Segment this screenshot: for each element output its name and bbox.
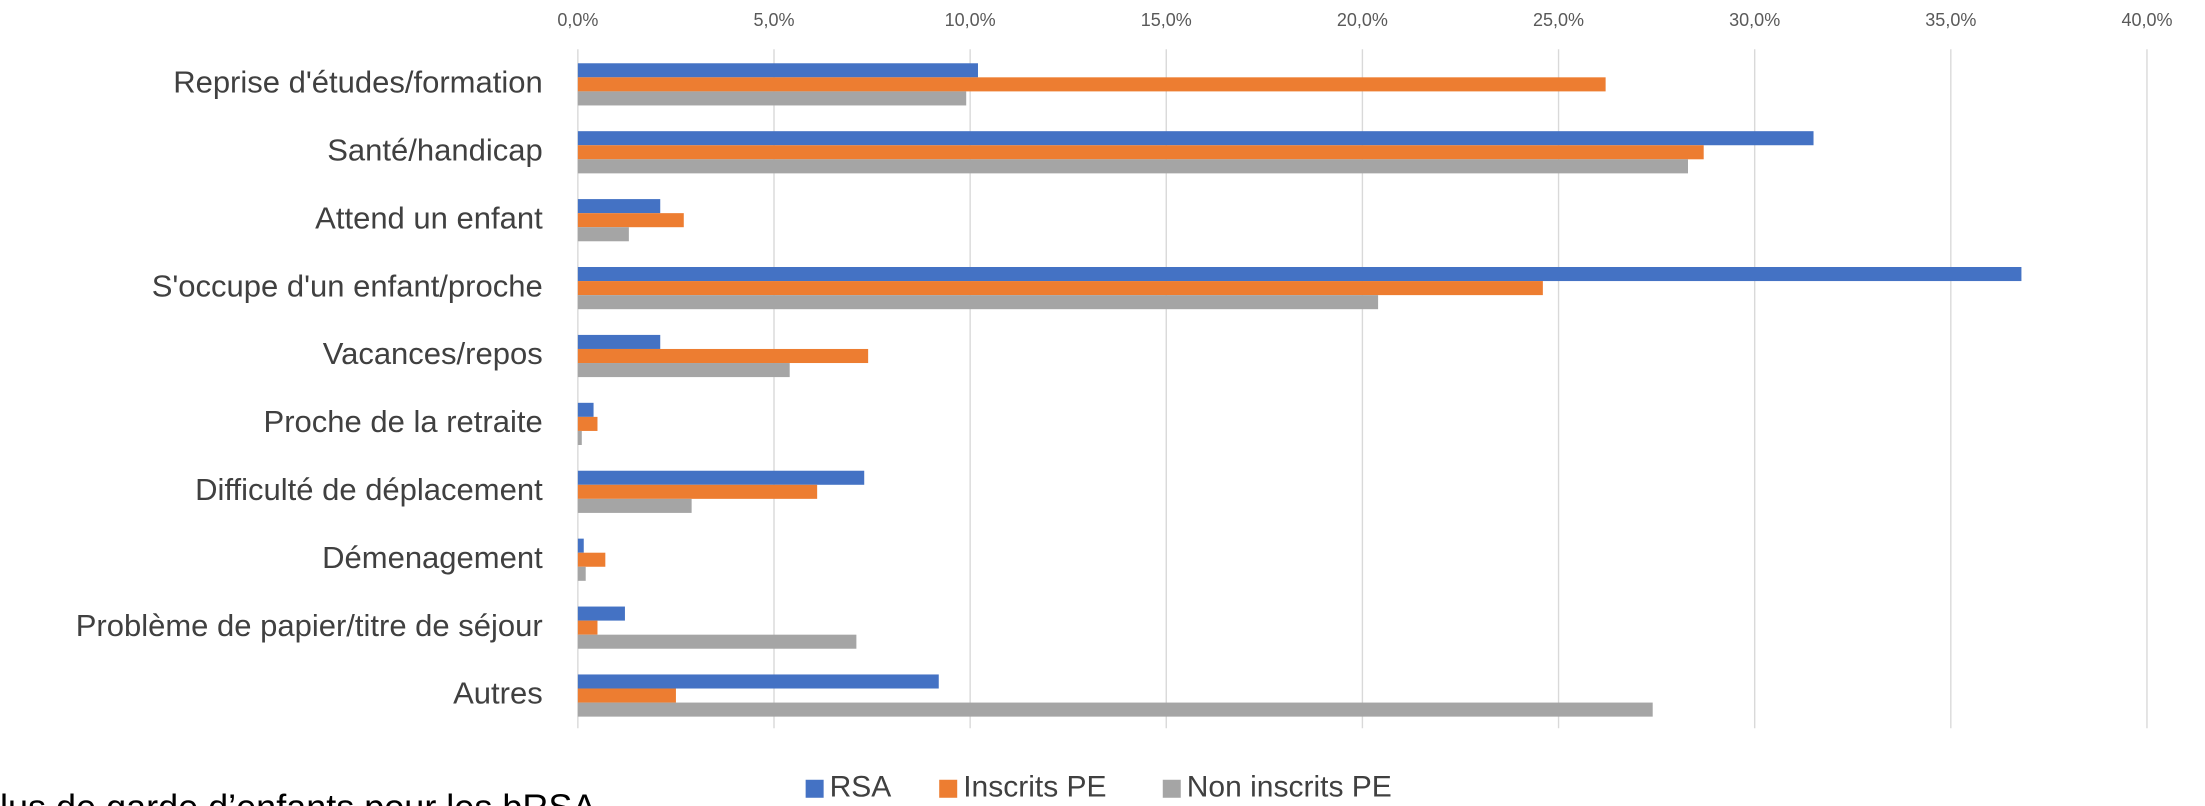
legend-swatch xyxy=(939,779,958,798)
bar xyxy=(577,77,1606,92)
x-tick-label: 15,0% xyxy=(1141,10,1192,30)
bar xyxy=(577,416,598,431)
legend-label: Inscrits PE xyxy=(963,771,1106,804)
bar xyxy=(577,145,1704,160)
bar xyxy=(577,674,939,689)
bar xyxy=(577,348,869,364)
bar xyxy=(577,131,1814,146)
x-tick-label: 25,0% xyxy=(1533,10,1584,30)
bar xyxy=(577,363,790,378)
x-tick-label: 10,0% xyxy=(945,10,996,30)
bar xyxy=(577,159,1689,174)
x-tick-label: 20,0% xyxy=(1337,10,1388,30)
y-tick-label: Problème de papier/titre de séjour xyxy=(76,608,543,643)
bar xyxy=(577,227,629,242)
bar xyxy=(577,281,1543,296)
bar xyxy=(577,688,676,703)
bar xyxy=(577,702,1653,717)
legend-label: RSA xyxy=(830,771,892,804)
y-tick-label: Vacances/repos xyxy=(323,336,543,371)
bar xyxy=(577,552,606,567)
x-tick-label: 35,0% xyxy=(1925,10,1976,30)
legend-swatch xyxy=(1162,779,1181,798)
bar xyxy=(577,620,598,635)
y-tick-label: S'occupe d'un enfant/proche xyxy=(152,268,543,303)
bar xyxy=(577,402,594,417)
legend-swatch xyxy=(805,779,824,798)
legend-label: Non inscrits PE xyxy=(1187,771,1392,804)
bar xyxy=(577,498,692,513)
bar xyxy=(577,538,584,553)
x-tick-label: 0,0% xyxy=(557,10,598,30)
y-tick-label: Attend un enfant xyxy=(315,200,543,235)
bar xyxy=(577,199,661,214)
bar xyxy=(577,334,661,349)
bar xyxy=(577,484,818,499)
y-tick-label: Difficulté de déplacement xyxy=(195,472,543,507)
y-tick-label: Autres xyxy=(453,676,543,711)
bar xyxy=(577,295,1379,310)
bar xyxy=(577,470,865,485)
x-tick-label: 40,0% xyxy=(2121,10,2172,30)
caption: lus de garde d’enfants pour les bRSA xyxy=(0,787,596,806)
bar xyxy=(577,566,586,581)
x-tick-label: 30,0% xyxy=(1729,10,1780,30)
bar xyxy=(577,634,857,649)
bar xyxy=(577,266,2022,282)
bar xyxy=(577,430,582,445)
bar xyxy=(577,606,625,621)
y-tick-label: Reprise d'études/formation xyxy=(173,65,543,100)
x-tick-label: 5,0% xyxy=(753,10,794,30)
bar xyxy=(577,91,967,106)
y-tick-label: Proche de la retraite xyxy=(264,404,543,439)
y-tick-label: Démenagement xyxy=(322,540,543,575)
bar xyxy=(577,63,978,78)
bar xyxy=(577,213,684,228)
y-tick-label: Santé/handicap xyxy=(327,132,542,167)
